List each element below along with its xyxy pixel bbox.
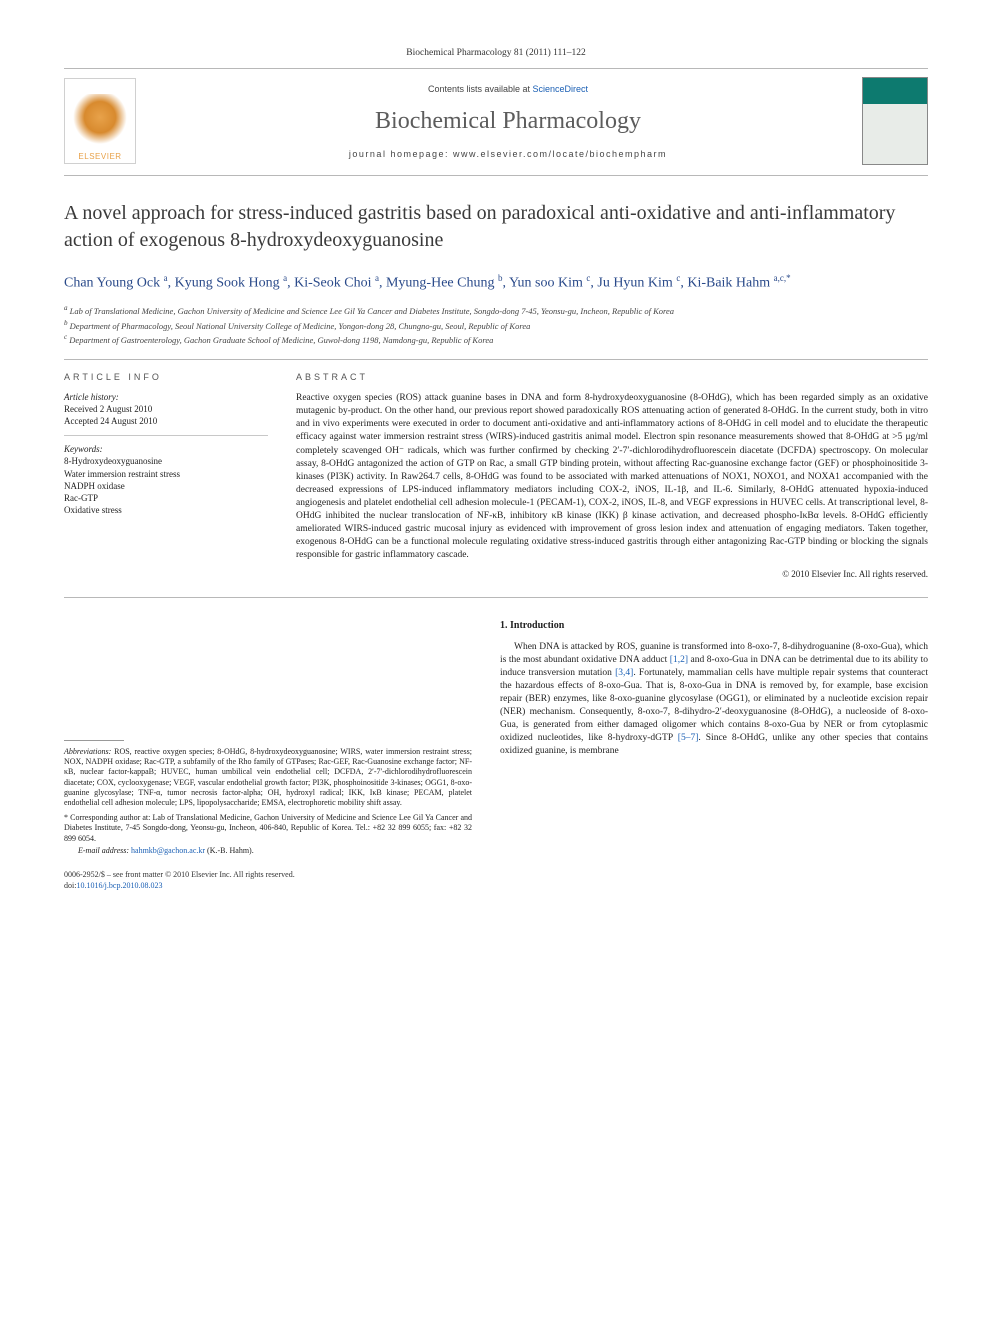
homepage-prefix: journal homepage: — [349, 149, 453, 159]
abbrev-text: ROS, reactive oxygen species; 8-OHdG, 8-… — [64, 747, 472, 808]
masthead-center: Contents lists available at ScienceDirec… — [154, 84, 862, 159]
email-label: E-mail address: — [78, 846, 131, 855]
keyword-line: Rac-GTP — [64, 492, 268, 504]
contents-lists-line: Contents lists available at ScienceDirec… — [154, 84, 862, 94]
introduction-column: 1. Introduction When DNA is attacked by … — [500, 620, 928, 892]
footnote-rule — [64, 740, 124, 741]
journal-name: Biochemical Pharmacology — [154, 108, 862, 135]
elsevier-label: ELSEVIER — [78, 152, 121, 161]
accepted-line: Accepted 24 August 2010 — [64, 415, 268, 427]
email-link[interactable]: hahmkb@gachon.ac.kr — [131, 846, 205, 855]
author-list: Chan Young Ock a, Kyung Sook Hong a, Ki-… — [64, 272, 928, 294]
keyword-line: NADPH oxidase — [64, 480, 268, 492]
journal-cover-thumbnail — [862, 77, 928, 165]
corresp-label: * Corresponding author at: — [64, 813, 150, 822]
email-suffix: (K.-B. Hahm). — [205, 846, 254, 855]
corresponding-footnote: * Corresponding author at: Lab of Transl… — [64, 813, 472, 844]
article-title: A novel approach for stress-induced gast… — [64, 200, 928, 254]
affiliation-line: c Department of Gastroenterology, Gachon… — [64, 333, 928, 347]
abstract-head: ABSTRACT — [296, 372, 928, 382]
article-info-column: ARTICLE INFO Article history: Received 2… — [64, 372, 268, 578]
article-history-block: Article history: Received 2 August 2010 … — [64, 392, 268, 436]
article-info-head: ARTICLE INFO — [64, 372, 268, 382]
homepage-url: www.elsevier.com/locate/biochempharm — [453, 149, 667, 159]
keywords-label: Keywords: — [64, 444, 268, 454]
introduction-head: 1. Introduction — [500, 620, 928, 631]
journal-reference: Biochemical Pharmacology 81 (2011) 111–1… — [64, 48, 928, 58]
footnotes-column: Abbreviations: ROS, reactive oxygen spec… — [64, 620, 472, 892]
abstract-copyright: © 2010 Elsevier Inc. All rights reserved… — [296, 569, 928, 579]
info-abstract-row: ARTICLE INFO Article history: Received 2… — [64, 372, 928, 578]
affiliation-line: b Department of Pharmacology, Seoul Nati… — [64, 319, 928, 333]
keyword-line: 8-Hydroxydeoxyguanosine — [64, 455, 268, 467]
doi-label: doi: — [64, 881, 76, 890]
body-columns: Abbreviations: ROS, reactive oxygen spec… — [64, 620, 928, 892]
abbreviations-footnote: Abbreviations: ROS, reactive oxygen spec… — [64, 747, 472, 809]
abbrev-label: Abbreviations: — [64, 747, 111, 756]
contents-prefix: Contents lists available at — [428, 84, 533, 94]
sciencedirect-link[interactable]: ScienceDirect — [533, 84, 589, 94]
abstract-text: Reactive oxygen species (ROS) attack gua… — [296, 392, 928, 562]
affiliations: a Lab of Translational Medicine, Gachon … — [64, 304, 928, 347]
section-rule — [64, 359, 928, 360]
elsevier-tree-icon — [72, 94, 128, 152]
email-footnote: E-mail address: hahmkb@gachon.ac.kr (K.-… — [64, 846, 472, 856]
history-label: Article history: — [64, 392, 268, 402]
keyword-line: Water immersion restraint stress — [64, 468, 268, 480]
affiliation-line: a Lab of Translational Medicine, Gachon … — [64, 304, 928, 318]
elsevier-logo: ELSEVIER — [64, 78, 136, 164]
section-rule-2 — [64, 597, 928, 598]
doi-link[interactable]: 10.1016/j.bcp.2010.08.023 — [76, 881, 162, 890]
front-matter-line: 0006-2952/$ – see front matter © 2010 El… — [64, 870, 472, 880]
abstract-column: ABSTRACT Reactive oxygen species (ROS) a… — [296, 372, 928, 578]
keyword-line: Oxidative stress — [64, 504, 268, 516]
keywords-block: Keywords: 8-HydroxydeoxyguanosineWater i… — [64, 444, 268, 524]
journal-masthead: ELSEVIER Contents lists available at Sci… — [64, 68, 928, 176]
journal-homepage-line: journal homepage: www.elsevier.com/locat… — [154, 149, 862, 159]
front-matter-meta: 0006-2952/$ – see front matter © 2010 El… — [64, 870, 472, 891]
received-line: Received 2 August 2010 — [64, 403, 268, 415]
introduction-text: When DNA is attacked by ROS, guanine is … — [500, 641, 928, 759]
